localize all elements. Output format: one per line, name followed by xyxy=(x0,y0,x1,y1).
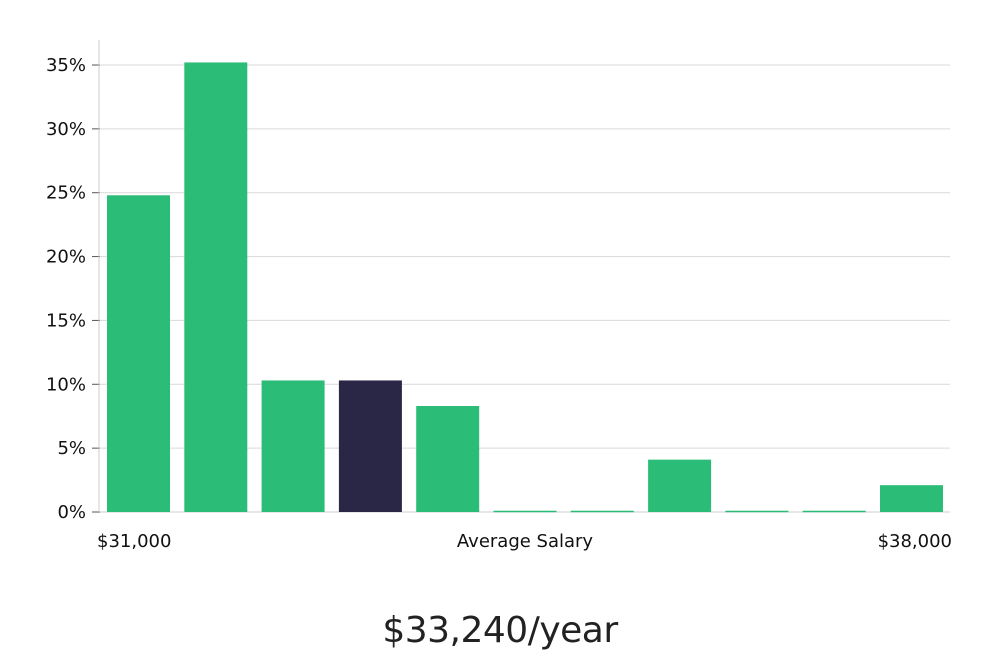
y-axis-ticks: 0% 5% 10% 15% 20% 25% 30% 35% xyxy=(46,55,100,523)
y-tick-label: 30% xyxy=(46,119,86,140)
bar xyxy=(570,510,634,513)
bar xyxy=(261,380,325,512)
bar xyxy=(416,405,480,512)
bar xyxy=(184,62,248,513)
bar-highlighted xyxy=(338,380,402,512)
y-tick-label: 5% xyxy=(57,438,86,459)
y-tick-label: 25% xyxy=(46,183,86,204)
y-tick-label: 10% xyxy=(46,374,86,395)
bars xyxy=(107,62,943,513)
bar xyxy=(648,459,712,512)
bar xyxy=(802,510,866,513)
y-tick-label: 0% xyxy=(57,502,86,523)
average-salary-caption: $33,240/year xyxy=(382,610,618,651)
y-tick-label: 35% xyxy=(46,55,86,76)
bar xyxy=(880,485,943,512)
y-tick-label: 20% xyxy=(46,247,86,268)
y-tick-label: 15% xyxy=(46,310,86,331)
x-label-max: $38,000 xyxy=(878,531,952,552)
x-label-center: Average Salary xyxy=(457,531,594,552)
salary-distribution-chart: 0% 5% 10% 15% 20% 25% 30% 35% $31,000 Average S… xyxy=(46,40,952,552)
bar xyxy=(107,195,170,513)
bar xyxy=(725,510,789,513)
bar xyxy=(493,510,557,513)
x-label-min: $31,000 xyxy=(97,531,171,552)
